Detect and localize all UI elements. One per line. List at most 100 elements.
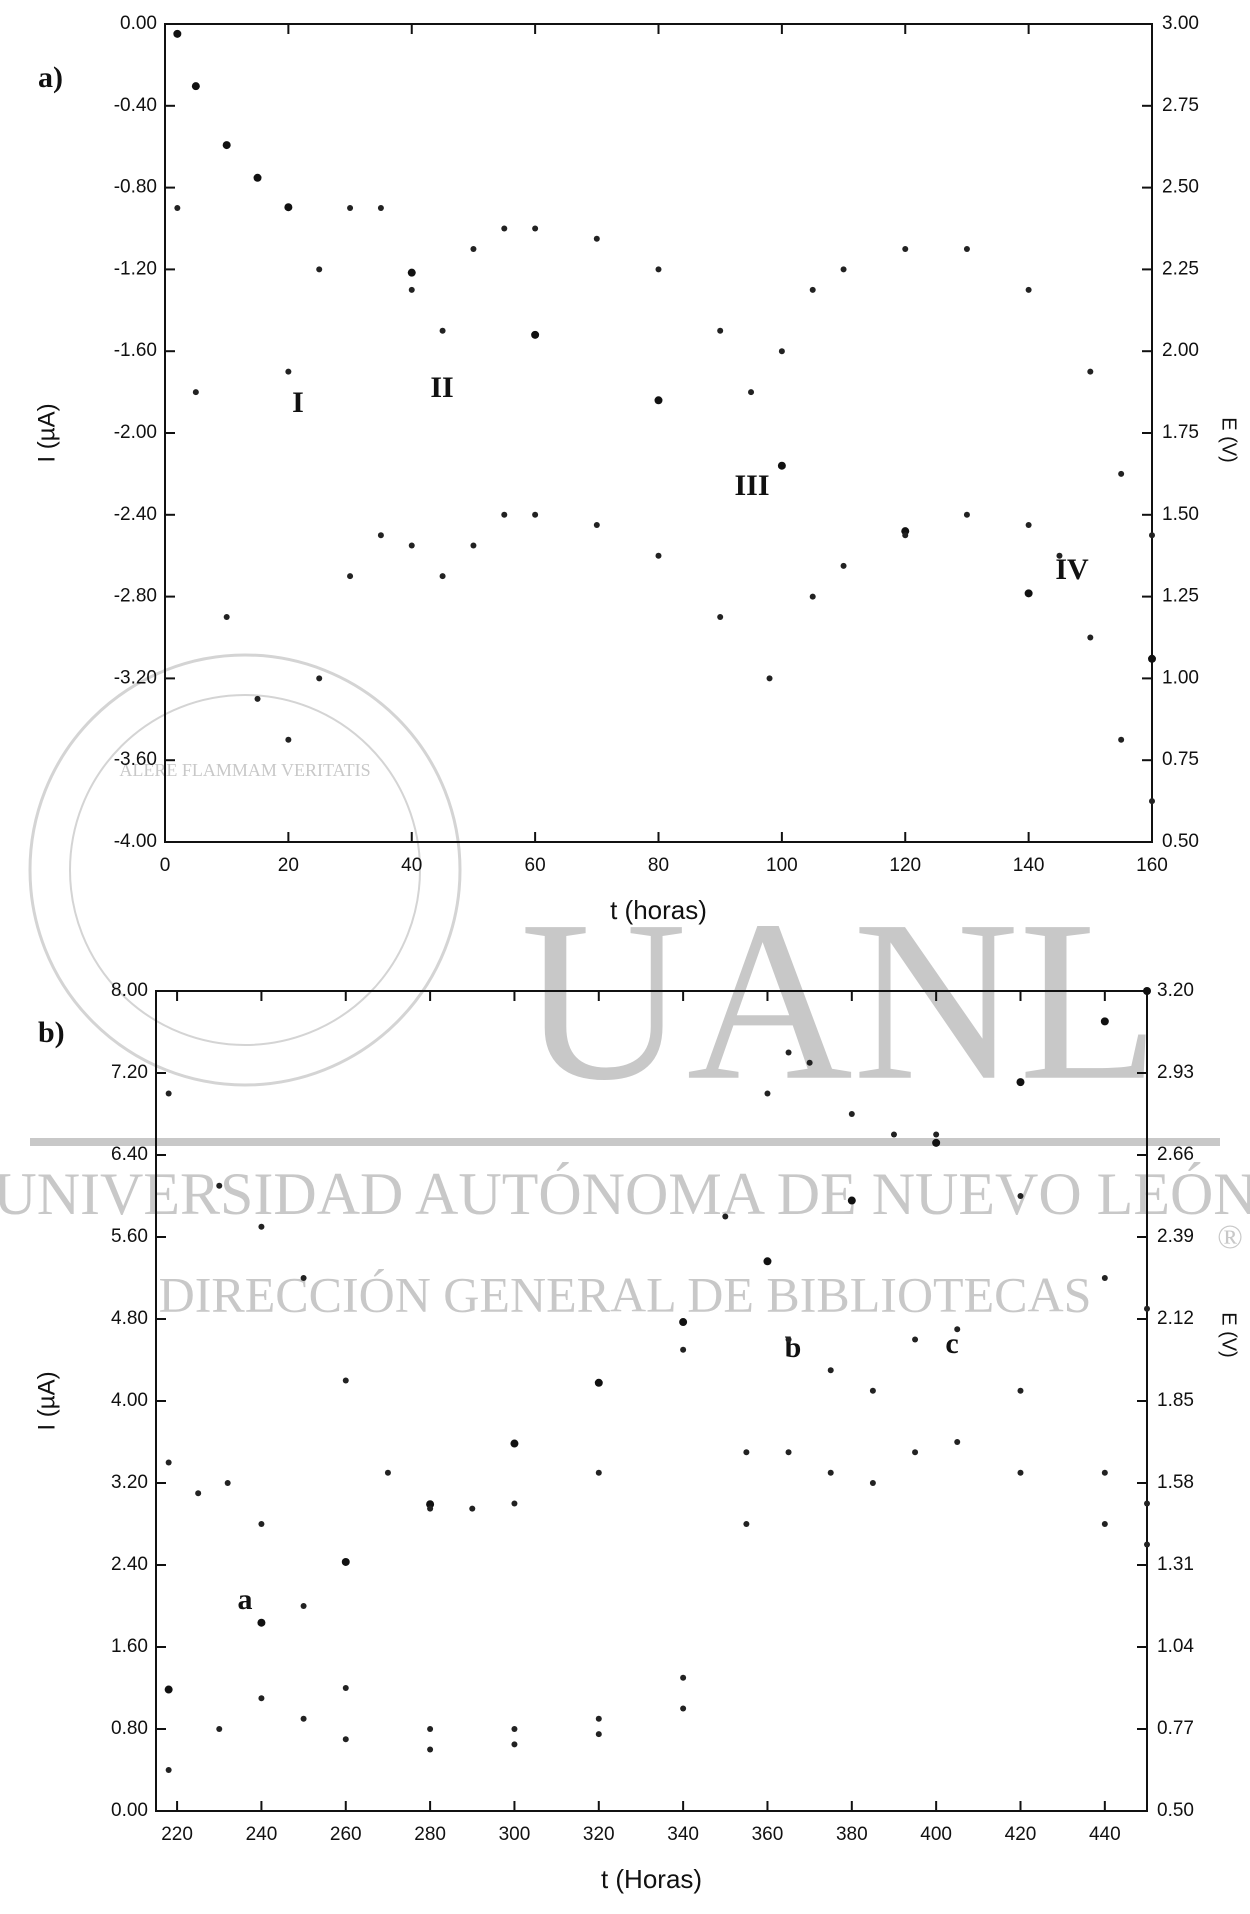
y2-tick-label: 3.20: [1157, 980, 1194, 1001]
data-point: [840, 562, 847, 569]
y2-tick-label: 0.50: [1157, 1800, 1194, 1821]
x-tick-label: 140: [1013, 855, 1045, 876]
y-tick-label: -0.80: [114, 177, 157, 198]
data-point: [316, 675, 323, 682]
data-point: [224, 1480, 231, 1486]
watermark: ALERE FLAMMAM VERITATIS UANL UNIVERSIDAD…: [0, 653, 1250, 1322]
y2-tick-label: 1.75: [1162, 422, 1199, 443]
y-tick-label: 7.20: [111, 1062, 148, 1083]
data-point: [300, 1275, 307, 1281]
y-tick-label: -2.00: [114, 422, 157, 443]
data-point: [595, 1469, 602, 1476]
data-point: [511, 1500, 518, 1507]
data-point: [173, 29, 182, 38]
logo: UANL: [521, 873, 1160, 1128]
data-point: [1016, 1078, 1025, 1087]
data-point: [717, 327, 724, 334]
data-point: [809, 593, 816, 600]
annotation: a: [238, 1583, 253, 1616]
y2-tick-label: 2.50: [1162, 177, 1199, 198]
data-point: [680, 1705, 687, 1712]
data-point: [164, 1685, 173, 1694]
data-point: [384, 1469, 391, 1476]
data-point: [764, 1090, 771, 1097]
y2-tick-label: 1.25: [1162, 586, 1199, 607]
data-point: [165, 1767, 172, 1773]
data-point: [258, 1521, 265, 1527]
data-point: [785, 1336, 792, 1343]
y-tick-label: 4.00: [111, 1390, 148, 1411]
y2-axis-label: E (V): [1218, 1312, 1240, 1358]
data-point: [840, 266, 847, 273]
y-tick-label: -1.60: [114, 340, 157, 361]
data-point: [216, 1182, 223, 1189]
data-point: [654, 396, 663, 405]
data-point: [933, 1131, 940, 1138]
y2-tick-label: 1.00: [1162, 667, 1199, 688]
y-tick-label: -0.40: [114, 95, 157, 116]
panel-label: b): [38, 1016, 65, 1049]
x-tick-label: 160: [1136, 855, 1168, 876]
data-point: [1144, 1541, 1150, 1548]
x-tick-label: 220: [161, 1824, 193, 1845]
y-tick-label: -3.60: [114, 749, 157, 770]
data-point: [407, 268, 416, 277]
registered: ®: [1217, 1219, 1243, 1256]
data-point: [1024, 589, 1033, 598]
y2-tick-label: 1.85: [1157, 1390, 1194, 1411]
data-point: [501, 225, 508, 232]
y-axis-label: I (µA): [33, 1371, 60, 1430]
y-tick-label: 1.60: [111, 1636, 148, 1657]
data-point: [426, 1500, 435, 1509]
y-tick-label: 0.00: [111, 1800, 148, 1821]
data-point: [848, 1111, 855, 1117]
data-point: [680, 1346, 687, 1353]
y-tick-label: 0.00: [120, 13, 157, 34]
data-point: [341, 1557, 350, 1566]
data-point: [1101, 1521, 1108, 1527]
data-point: [827, 1469, 834, 1476]
data-point: [785, 1049, 792, 1056]
x-tick-label: 60: [525, 855, 546, 876]
data-point: [593, 235, 600, 242]
data-point: [717, 614, 724, 621]
data-point: [342, 1377, 349, 1384]
data-point: [1144, 1500, 1150, 1507]
y2-tick-label: 2.93: [1157, 1062, 1194, 1083]
data-point: [501, 511, 508, 518]
y2-tick-label: 3.00: [1162, 13, 1199, 34]
annotation: I: [292, 386, 304, 419]
data-point: [408, 286, 415, 293]
y2-tick-label: 0.50: [1162, 831, 1199, 852]
data-point: [347, 205, 354, 212]
data-point: [1087, 634, 1094, 641]
data-point: [743, 1449, 750, 1456]
data-point: [342, 1685, 349, 1691]
data-point: [254, 695, 261, 702]
data-point: [377, 205, 384, 212]
x-tick-label: 340: [667, 1824, 699, 1845]
y-tick-label: 0.80: [111, 1718, 148, 1739]
library: DIRECCIÓN GENERAL DE BIBLIOTECAS: [159, 1266, 1092, 1322]
data-point: [1143, 987, 1151, 995]
data-point: [778, 348, 785, 355]
y-tick-label: 5.60: [111, 1226, 148, 1247]
annotation: b: [785, 1331, 802, 1364]
rule: [30, 1138, 1220, 1146]
data-point: [1025, 522, 1032, 529]
data-point: [912, 1336, 919, 1343]
y-tick-label: 3.20: [111, 1472, 148, 1493]
data-point: [902, 245, 909, 252]
data-point: [284, 203, 293, 212]
data-point: [191, 82, 200, 91]
x-tick-label: 260: [330, 1824, 362, 1845]
y2-tick-label: 2.66: [1157, 1144, 1194, 1165]
data-point: [680, 1674, 687, 1681]
data-point: [532, 511, 539, 518]
data-point: [510, 1439, 519, 1448]
data-point: [1118, 736, 1125, 743]
data-point: [347, 573, 354, 580]
data-point: [1087, 368, 1094, 375]
y2-tick-label: 1.58: [1157, 1472, 1194, 1493]
data-point: [1101, 1469, 1108, 1476]
